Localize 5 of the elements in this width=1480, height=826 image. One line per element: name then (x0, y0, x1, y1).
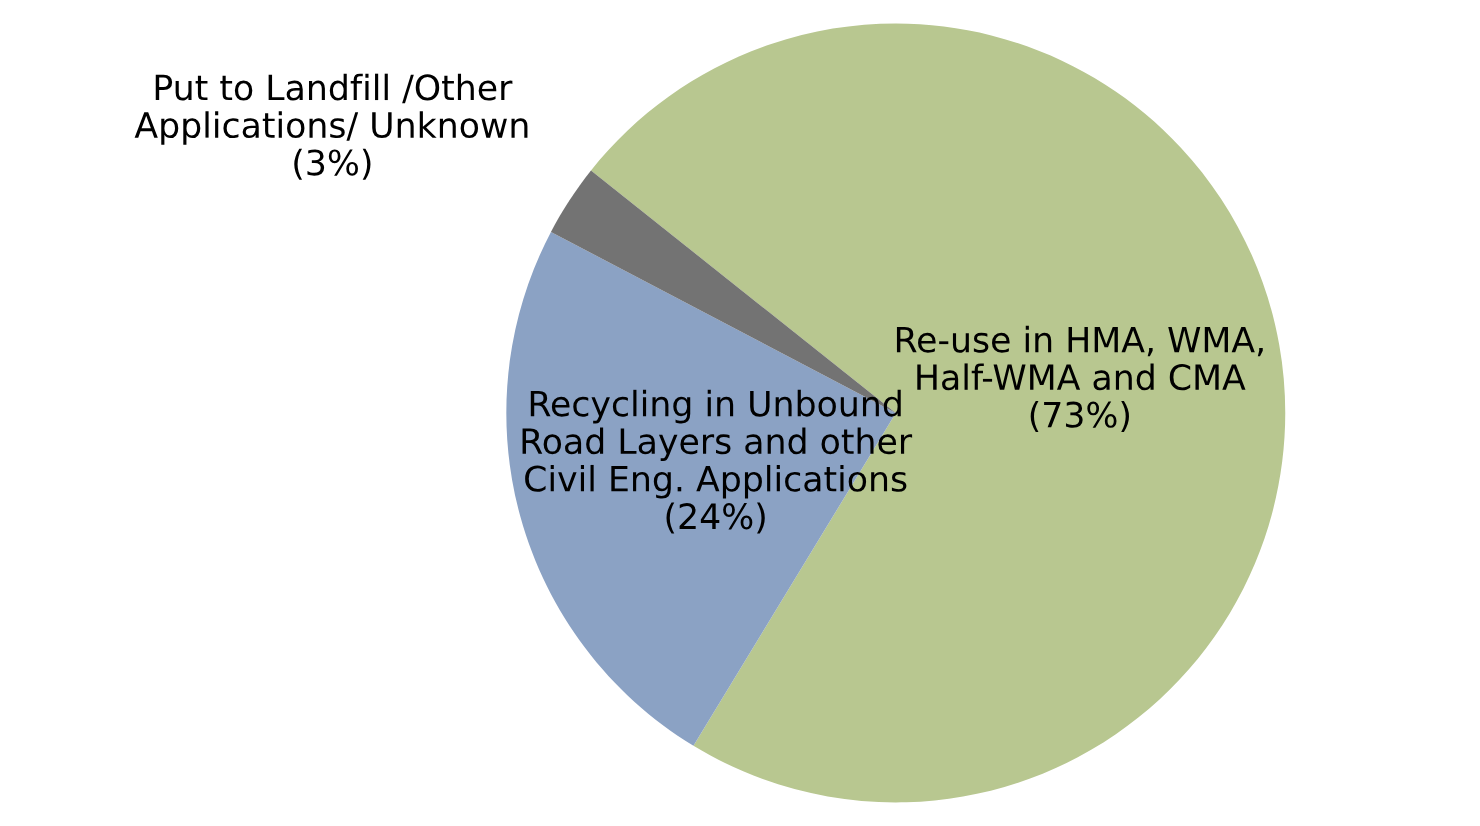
data-label: (73%) (1030, 401, 1129, 432)
data-label: (3%) (294, 148, 371, 180)
slice-label: Put to Landfill /Other Applications/ Unknown (134, 73, 528, 145)
slice-label: Recycling in Unbound Road Layers and other Civil Eng. Applications (522, 389, 913, 499)
data-label: (24%) (666, 502, 765, 534)
